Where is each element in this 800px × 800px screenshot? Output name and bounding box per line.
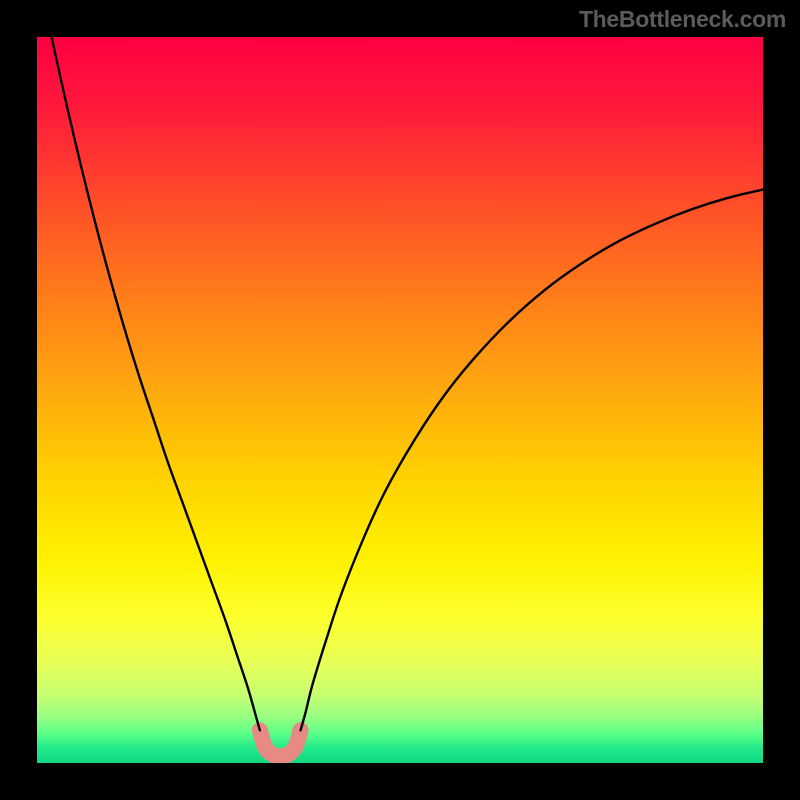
bottleneck-curve-chart <box>37 37 763 763</box>
chart-plot-area <box>37 37 763 763</box>
attribution-text: TheBottleneck.com <box>579 6 786 33</box>
